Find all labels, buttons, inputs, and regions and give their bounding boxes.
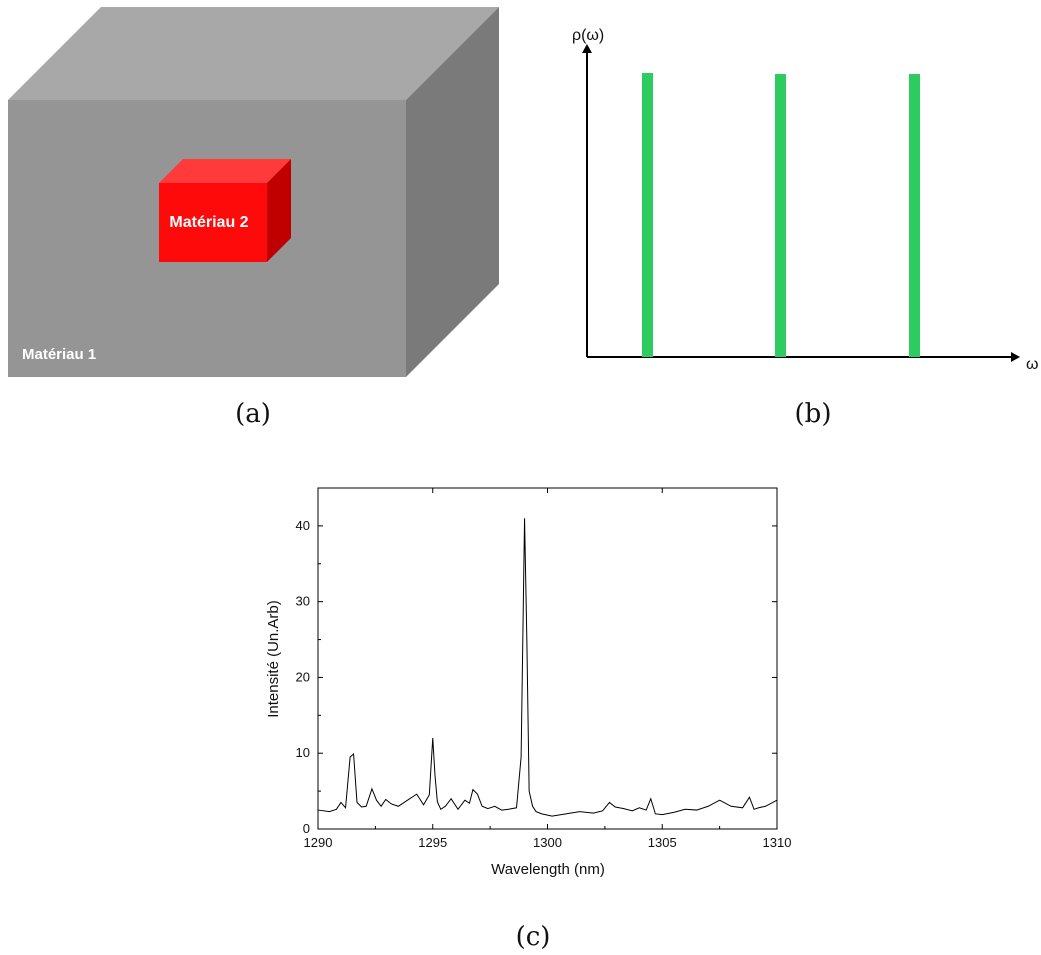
caption-b: (b) — [795, 399, 832, 429]
x-tick-label: 1290 — [304, 835, 333, 850]
panel-a-diagram: Matériau 2 Matériau 1 — [8, 7, 499, 377]
x-tick-label: 1310 — [763, 835, 792, 850]
dos-y-label: ρ(ω) — [572, 27, 604, 44]
y-tick-label: 20 — [296, 669, 310, 684]
dos-x-axis-arrow — [1011, 352, 1020, 362]
plot-frame — [317, 487, 778, 830]
tick-labels: 1290 1295 1300 1305 1310 0 10 20 30 40 — [296, 518, 792, 850]
x-tick-label: 1295 — [418, 835, 447, 850]
x-axis-title: Wavelength (nm) — [491, 861, 605, 878]
dos-peak-bar-3 — [909, 74, 920, 357]
y-tick-label: 0 — [303, 821, 310, 836]
y-tick-label: 10 — [296, 745, 310, 760]
x-tick-label: 1305 — [648, 835, 677, 850]
inner-box-right-face — [267, 159, 291, 262]
outer-box-top-face — [8, 7, 499, 100]
dos-y-axis-arrow — [582, 44, 592, 53]
caption-c: (c) — [516, 922, 551, 952]
tick-marks — [317, 488, 778, 830]
material-1-label: Matériau 1 — [22, 346, 96, 363]
material-2-label: Matériau 2 — [169, 214, 248, 231]
spectrum-chart: 1290 1295 1300 1305 1310 0 10 20 30 40 Wavelength… — [265, 487, 792, 878]
caption-a: (a) — [235, 399, 271, 429]
dos-peak-bar-1 — [642, 73, 653, 357]
dos-x-label: ω — [1026, 356, 1039, 373]
y-tick-label: 40 — [296, 518, 310, 533]
series-line-intensity — [317, 518, 778, 817]
dos-peak-bar-2 — [775, 74, 786, 357]
inner-box-front-face — [159, 183, 267, 262]
x-tick-label: 1300 — [533, 835, 562, 850]
panel-b-dos-diagram: ρ(ω) ω — [572, 27, 1039, 373]
y-tick-label: 30 — [296, 594, 310, 609]
inner-box-top-face — [159, 159, 291, 183]
outer-box-right-face — [406, 7, 499, 377]
y-axis-title: Intensité (Un.Arb) — [265, 600, 282, 718]
